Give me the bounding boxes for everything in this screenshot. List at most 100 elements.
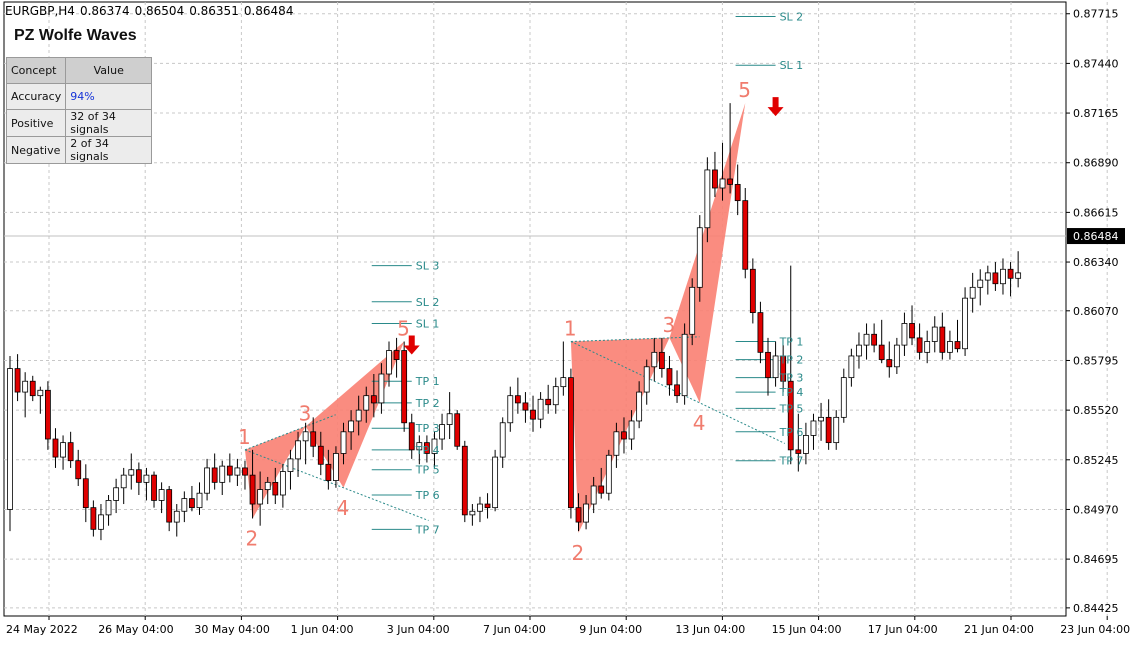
level-label: TP 4: [415, 444, 440, 457]
candle-body: [401, 350, 408, 424]
candle: [886, 341, 893, 378]
candle: [75, 449, 82, 486]
candle: [969, 272, 976, 313]
candle-body: [325, 463, 332, 481]
candle-body: [355, 409, 362, 422]
level-label: TP 2: [415, 397, 440, 410]
candle-body: [279, 471, 286, 496]
low-value: 0.86351: [189, 4, 239, 18]
candle: [386, 341, 392, 387]
current-price-tag: [1067, 228, 1125, 245]
candle-body: [484, 503, 491, 509]
wave-fill-3-4-5: [669, 103, 746, 403]
candle: [484, 493, 491, 519]
candle-body: [196, 492, 203, 509]
candle-body: [605, 454, 612, 494]
plot-frame: [3, 1, 1067, 617]
level-label: TP 4: [779, 386, 804, 399]
candle: [287, 449, 294, 490]
candle: [211, 453, 218, 490]
candle-body: [742, 200, 749, 270]
candle: [628, 410, 635, 450]
candle: [772, 341, 779, 387]
candle: [1000, 258, 1006, 295]
candle: [257, 471, 264, 526]
y-tick-label: 0.85245: [1073, 454, 1119, 467]
current-price-label: 0.86484: [1073, 230, 1119, 243]
candle-body: [575, 507, 582, 523]
candle: [325, 449, 332, 490]
stats-row-accuracy: Accuracy 94%: [5, 83, 153, 110]
candle-body: [14, 368, 21, 393]
level-label: TP 3: [415, 422, 440, 435]
candle-body: [780, 355, 787, 382]
candle: [992, 262, 999, 291]
value-cell: 2 of 34 signals: [65, 136, 153, 164]
candle-body: [105, 500, 112, 516]
candle: [954, 319, 961, 353]
candle: [712, 151, 718, 198]
open-value: 0.86374: [79, 4, 130, 18]
candle-body: [492, 456, 499, 509]
candle: [651, 337, 658, 382]
candle: [128, 453, 135, 490]
candle: [310, 417, 317, 458]
candle: [666, 355, 673, 396]
candle-body: [621, 431, 627, 440]
candle: [454, 410, 461, 450]
candle-body: [98, 514, 104, 530]
candle: [636, 381, 643, 429]
y-tick-label: 0.85795: [1073, 354, 1119, 367]
level-label: TP 2: [779, 354, 804, 367]
candle: [734, 164, 741, 216]
candle: [401, 341, 408, 432]
wave-point-label: 4: [693, 411, 706, 435]
x-tick-label: 9 Jun 04:00: [579, 623, 642, 636]
x-tick-label: 13 Jun 04:00: [675, 623, 745, 636]
candle-body: [52, 438, 59, 458]
value-cell: 32 of 34 signals: [65, 109, 153, 137]
candle-body: [408, 422, 415, 451]
candle: [158, 482, 165, 514]
candle: [242, 460, 248, 490]
candle-body: [219, 465, 226, 483]
y-tick-label: 0.87165: [1073, 107, 1119, 120]
candle-body: [749, 268, 756, 314]
candle: [461, 440, 468, 523]
candle-body: [590, 485, 597, 505]
candle: [962, 287, 968, 356]
wolfe-line-1-4: [244, 449, 429, 521]
x-tick-label: 1 Jun 04:00: [291, 623, 354, 636]
candle-body: [272, 481, 279, 496]
candle-body: [863, 333, 870, 346]
y-tick-label: 0.86615: [1073, 206, 1119, 219]
candle: [120, 467, 127, 505]
candle-body: [765, 351, 771, 379]
level-label: TP 7: [779, 455, 804, 468]
candle-body: [439, 424, 445, 440]
level-label: TP 5: [415, 464, 440, 477]
candle-body: [166, 489, 173, 523]
candle: [151, 471, 157, 508]
candle-body: [916, 337, 923, 353]
candle: [143, 467, 150, 501]
candle: [166, 485, 173, 532]
candle: [416, 435, 423, 465]
candle: [333, 446, 339, 488]
level-label: SL 2: [780, 10, 804, 23]
candle-body: [613, 431, 620, 456]
candle: [689, 278, 696, 346]
level-label: SL 1: [780, 59, 804, 72]
y-tick-label: 0.87715: [1073, 8, 1119, 21]
candle-body: [878, 344, 885, 360]
candle: [537, 392, 544, 429]
candle-body: [211, 467, 218, 483]
candle-body: [568, 377, 574, 509]
candle-body: [333, 453, 339, 481]
candle: [60, 435, 66, 470]
candle: [135, 462, 142, 496]
candle-body: [454, 413, 461, 447]
close-value: 0.86484: [243, 4, 294, 18]
